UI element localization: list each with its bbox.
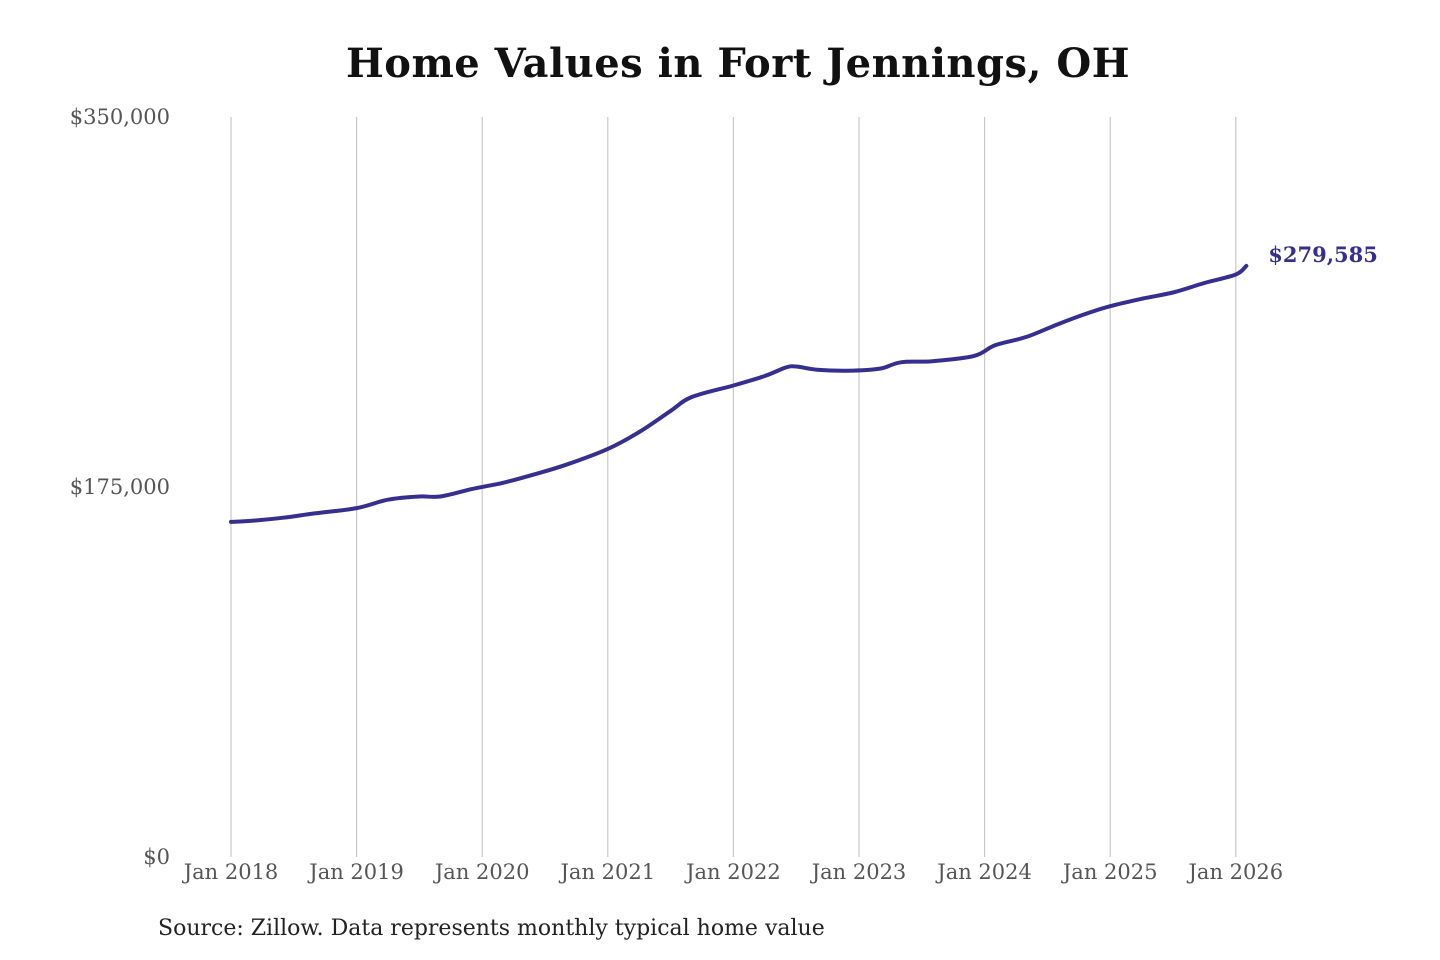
series-line-0 xyxy=(229,263,1249,524)
x-tick-label: Jan 2023 xyxy=(810,860,907,884)
x-tick-label: Jan 2026 xyxy=(1187,860,1284,884)
x-tick-label: Jan 2020 xyxy=(433,860,530,884)
y-tick-label: $0 xyxy=(143,845,170,869)
y-tick-label: $175,000 xyxy=(70,475,170,499)
x-tick-label: Jan 2025 xyxy=(1061,860,1158,884)
source-note: Source: Zillow. Data represents monthly … xyxy=(158,916,825,941)
gridlines xyxy=(230,117,1237,857)
x-tick-label: Jan 2021 xyxy=(559,860,656,884)
y-tick-label: $350,000 xyxy=(70,105,170,129)
chart-title: Home Values in Fort Jennings, OH xyxy=(346,40,1130,87)
axes: Jan 2018 Jan 2019 Jan 2020 Jan 2021 Jan 2022… xyxy=(70,105,1283,884)
x-tick-label: Jan 2018 xyxy=(182,860,279,884)
x-tick-label: Jan 2022 xyxy=(684,860,781,884)
x-tick-label: Jan 2019 xyxy=(307,860,404,884)
end-value-label: $279,585 xyxy=(1268,242,1378,267)
x-tick-label: Jan 2024 xyxy=(935,860,1032,884)
series-layer: $279,585 xyxy=(229,242,1378,524)
